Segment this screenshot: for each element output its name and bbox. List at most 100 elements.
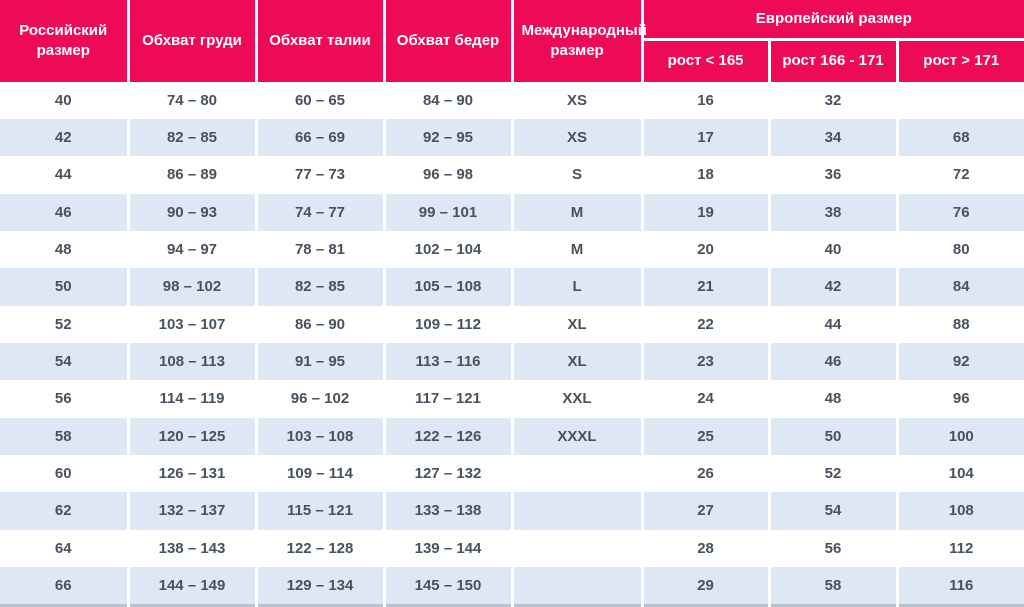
table-cell: 62 bbox=[0, 492, 128, 530]
table-cell: 114 – 119 bbox=[126, 380, 256, 418]
table-row: 64 138 – 143 122 – 128 139 – 144 28 56 112 bbox=[0, 529, 1024, 567]
table-cell: 46 bbox=[0, 193, 128, 231]
table-cell: 42 bbox=[767, 268, 898, 306]
table-cell: L bbox=[510, 268, 643, 306]
table-cell: 18 bbox=[640, 156, 770, 194]
table-cell: XL bbox=[510, 342, 643, 381]
table-row: 60 126 – 131 109 – 114 127 – 132 26 52 104 bbox=[0, 454, 1024, 493]
table-cell bbox=[510, 454, 643, 493]
table-cell: 96 – 98 bbox=[382, 156, 512, 194]
table-cell: 27 bbox=[640, 492, 770, 530]
table-cell: 44 bbox=[767, 305, 898, 343]
table-cell: 16 bbox=[640, 81, 770, 119]
table-cell: 36 bbox=[767, 156, 898, 194]
table-cell: 21 bbox=[640, 268, 770, 306]
table-cell: 22 bbox=[640, 305, 770, 343]
table-cell: 32 bbox=[767, 81, 898, 119]
table-cell: 84 – 90 bbox=[382, 81, 512, 119]
table-cell: 28 bbox=[640, 529, 770, 567]
table-cell: 17 bbox=[640, 118, 770, 157]
table-cell: 82 – 85 bbox=[254, 268, 384, 306]
table-header: Российский размер Обхват груди Обхват та… bbox=[0, 0, 1024, 82]
table-cell: 66 bbox=[0, 566, 128, 606]
col-header-height-gt-171: рост > 171 bbox=[895, 39, 1024, 82]
table-cell: XS bbox=[510, 81, 643, 119]
table-cell: 126 – 131 bbox=[126, 454, 256, 493]
table-row: 58 120 – 125 103 – 108 122 – 126 XXXL 25 50 100 bbox=[0, 417, 1024, 455]
table-cell: 96 – 102 bbox=[254, 380, 384, 418]
table-cell: 98 – 102 bbox=[126, 268, 256, 306]
table-cell: 56 bbox=[767, 529, 898, 567]
table-cell: 94 – 97 bbox=[126, 230, 256, 269]
table-cell: XXXL bbox=[510, 417, 643, 455]
table-cell: 84 bbox=[895, 268, 1024, 306]
table-cell bbox=[510, 529, 643, 567]
size-table-body: 40 74 – 80 60 – 65 84 – 90 XS 16 32 42 82 – 85 66… bbox=[0, 81, 1024, 606]
table-cell: 54 bbox=[0, 342, 128, 381]
table-cell: 82 – 85 bbox=[126, 118, 256, 157]
table-row: 66 144 – 149 129 – 134 145 – 150 29 58 116 bbox=[0, 566, 1024, 606]
table-row: 54 108 – 113 91 – 95 113 – 116 XL 23 46 92 bbox=[0, 342, 1024, 381]
table-cell: M bbox=[510, 230, 643, 269]
table-row: 48 94 – 97 78 – 81 102 – 104 M 20 40 80 bbox=[0, 230, 1024, 269]
table-cell: 99 – 101 bbox=[382, 193, 512, 231]
table-cell: 54 bbox=[767, 492, 898, 530]
table-cell: XS bbox=[510, 118, 643, 157]
table-cell: 104 bbox=[895, 454, 1024, 493]
col-header-height-166-171: рост 166 - 171 bbox=[767, 39, 898, 82]
table-cell: 129 – 134 bbox=[254, 566, 384, 606]
table-cell: 66 – 69 bbox=[254, 118, 384, 157]
table-cell: 74 – 77 bbox=[254, 193, 384, 231]
header-row-sub: рост < 165 рост 166 - 171 рост > 171 bbox=[0, 39, 1024, 82]
table-cell: 92 bbox=[895, 342, 1024, 381]
table-cell: 24 bbox=[640, 380, 770, 418]
table-row: 50 98 – 102 82 – 85 105 – 108 L 21 42 84 bbox=[0, 268, 1024, 306]
table-cell: M bbox=[510, 193, 643, 231]
table-cell: 132 – 137 bbox=[126, 492, 256, 530]
col-header-european-size: Европейский размер bbox=[640, 0, 1024, 41]
table-cell: 46 bbox=[767, 342, 898, 381]
table-cell: 122 – 128 bbox=[254, 529, 384, 567]
table-cell: 86 – 89 bbox=[126, 156, 256, 194]
table-cell: 68 bbox=[895, 118, 1024, 157]
table-cell: 58 bbox=[767, 566, 898, 606]
table-cell bbox=[510, 566, 643, 606]
table-cell: 109 – 114 bbox=[254, 454, 384, 493]
table-cell: 88 bbox=[895, 305, 1024, 343]
table-cell: 26 bbox=[640, 454, 770, 493]
col-header-russian-size: Российский размер bbox=[0, 0, 128, 82]
table-row: 52 103 – 107 86 – 90 109 – 112 XL 22 44 88 bbox=[0, 305, 1024, 343]
col-header-hips: Обхват бедер bbox=[382, 0, 512, 82]
table-cell: 80 bbox=[895, 230, 1024, 269]
table-cell: 38 bbox=[767, 193, 898, 231]
table-cell: 115 – 121 bbox=[254, 492, 384, 530]
table-cell: XXL bbox=[510, 380, 643, 418]
table-cell: 52 bbox=[767, 454, 898, 493]
table-cell: 40 bbox=[0, 81, 128, 119]
table-cell: 144 – 149 bbox=[126, 566, 256, 606]
col-header-height-lt-165: рост < 165 bbox=[640, 39, 770, 82]
table-cell: 103 – 107 bbox=[126, 305, 256, 343]
table-cell: 60 bbox=[0, 454, 128, 493]
table-cell: 19 bbox=[640, 193, 770, 231]
table-cell: 40 bbox=[767, 230, 898, 269]
table-cell: 112 bbox=[895, 529, 1024, 567]
table-cell: 44 bbox=[0, 156, 128, 194]
table-row: 46 90 – 93 74 – 77 99 – 101 M 19 38 76 bbox=[0, 193, 1024, 231]
table-cell: 145 – 150 bbox=[382, 566, 512, 606]
table-cell: 127 – 132 bbox=[382, 454, 512, 493]
table-cell bbox=[895, 81, 1024, 119]
table-row: 44 86 – 89 77 – 73 96 – 98 S 18 36 72 bbox=[0, 156, 1024, 194]
header-row-main: Российский размер Обхват груди Обхват та… bbox=[0, 0, 1024, 82]
table-cell: 64 bbox=[0, 529, 128, 567]
table-cell: 103 – 108 bbox=[254, 417, 384, 455]
table-cell: 120 – 125 bbox=[126, 417, 256, 455]
table-row: 56 114 – 119 96 – 102 117 – 121 XXL 24 48 96 bbox=[0, 380, 1024, 418]
table-cell: 25 bbox=[640, 417, 770, 455]
table-cell: XL bbox=[510, 305, 643, 343]
table-cell: 56 bbox=[0, 380, 128, 418]
table-cell: 92 – 95 bbox=[382, 118, 512, 157]
table-cell: 139 – 144 bbox=[382, 529, 512, 567]
table-cell: 29 bbox=[640, 566, 770, 606]
col-header-international-size: Международный размер bbox=[510, 0, 647, 82]
